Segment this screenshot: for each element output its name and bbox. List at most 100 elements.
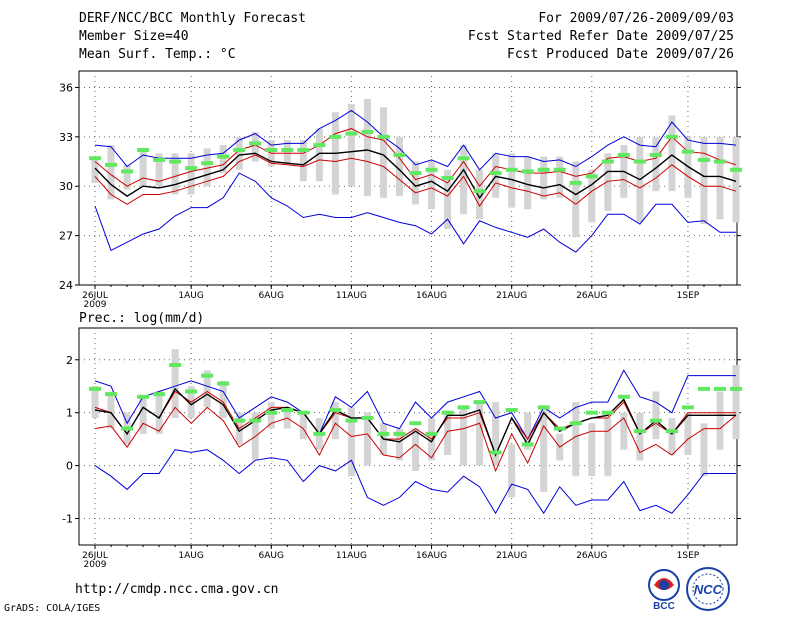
spread-box bbox=[588, 169, 596, 223]
forecast-marker bbox=[265, 148, 278, 153]
forecast-marker bbox=[665, 429, 678, 434]
ensemble-mean-line bbox=[94, 387, 736, 457]
forecast-marker bbox=[473, 400, 486, 405]
x-tick-label: 16AUG bbox=[416, 291, 447, 301]
forecast-marker bbox=[457, 405, 470, 410]
x-tick-label: 11AUG bbox=[336, 291, 367, 301]
spread-box bbox=[139, 396, 147, 434]
forecast-marker bbox=[553, 426, 566, 431]
ensemble-max-line bbox=[94, 109, 737, 171]
ensemble-min-line bbox=[94, 172, 736, 253]
forecast-marker bbox=[313, 431, 326, 436]
forecast-marker bbox=[329, 408, 342, 413]
forecast-marker bbox=[425, 167, 438, 172]
spread-box bbox=[347, 103, 355, 187]
spread-box bbox=[620, 412, 628, 450]
source-url[interactable]: http://cmdp.ncc.cma.gov.cn bbox=[75, 582, 279, 597]
forecast-marker bbox=[537, 167, 550, 172]
spread-box bbox=[684, 412, 692, 456]
forecast-marker bbox=[681, 405, 694, 410]
x-tick-label: 21AUG bbox=[496, 291, 527, 301]
temperature-panel: 24 27 30 33 36 26JUL 1AUG 6AUG 11AUG 16AUG 21AUG 26… bbox=[59, 70, 743, 310]
forecast-started-date: Fcst Started Refer Date 2009/07/25 bbox=[467, 29, 734, 44]
forecast-marker bbox=[441, 176, 454, 180]
forecast-marker bbox=[137, 148, 150, 153]
spread-box bbox=[540, 407, 548, 493]
forecast-marker bbox=[201, 161, 214, 166]
forecast-marker bbox=[169, 363, 182, 368]
spread-box bbox=[652, 391, 660, 440]
forecast-marker bbox=[714, 159, 726, 164]
spread-box bbox=[508, 153, 516, 208]
forecast-marker bbox=[617, 394, 630, 399]
ensemble-mean-line bbox=[94, 149, 737, 200]
spread-box bbox=[492, 153, 500, 198]
spread-box bbox=[428, 161, 436, 210]
forecast-marker bbox=[233, 148, 246, 153]
x-tick-label: 11AUG bbox=[336, 551, 367, 561]
forecast-marker bbox=[153, 157, 166, 162]
chart-title: DERF/NCC/BCC Monthly Forecast bbox=[79, 11, 306, 26]
spread-upper-line bbox=[94, 128, 737, 188]
forecast-marker bbox=[473, 189, 486, 194]
forecast-marker bbox=[633, 429, 646, 434]
spread-box bbox=[652, 136, 660, 192]
forecast-marker bbox=[185, 166, 198, 171]
spread-box bbox=[395, 136, 403, 197]
spread-box bbox=[299, 140, 307, 182]
year-label: 2009 bbox=[84, 300, 107, 310]
forecast-marker bbox=[121, 426, 134, 431]
forecast-marker bbox=[121, 169, 134, 174]
forecast-marker bbox=[377, 134, 390, 139]
forecast-marker bbox=[329, 134, 342, 139]
forecast-marker bbox=[281, 408, 294, 413]
forecast-marker bbox=[361, 129, 374, 134]
x-tick-label: 26JUL bbox=[82, 551, 108, 561]
forecast-marker bbox=[569, 180, 582, 185]
year-label: 2009 bbox=[84, 560, 107, 570]
x-tick-label: 16AUG bbox=[416, 551, 447, 561]
spread-box bbox=[732, 365, 740, 440]
spread-box bbox=[636, 412, 644, 461]
spread-box bbox=[395, 428, 403, 461]
spread-box bbox=[604, 153, 612, 211]
forecast-marker bbox=[105, 392, 118, 397]
spread-box bbox=[572, 161, 580, 238]
spread-box bbox=[123, 164, 131, 190]
forecast-produced-date: Fcst Produced Date 2009/07/26 bbox=[507, 47, 734, 62]
forecast-marker bbox=[441, 410, 454, 415]
spread-box bbox=[700, 136, 708, 225]
forecast-marker bbox=[89, 156, 101, 161]
spread-box bbox=[572, 402, 580, 477]
spread-box bbox=[155, 391, 163, 434]
forecast-marker bbox=[617, 152, 630, 157]
forecast-marker bbox=[281, 148, 294, 153]
forecast-marker bbox=[505, 167, 518, 172]
spread-box bbox=[299, 412, 307, 440]
forecast-marker bbox=[377, 431, 390, 436]
y-tick-label: 30 bbox=[59, 180, 73, 193]
spread-box bbox=[700, 423, 708, 477]
forecast-marker bbox=[730, 386, 743, 391]
x-tick-label: 26AUG bbox=[576, 551, 607, 561]
forecast-marker bbox=[249, 141, 262, 146]
forecast-marker bbox=[649, 418, 662, 423]
spread-box bbox=[716, 391, 724, 450]
ncc-logo-text: NCC bbox=[694, 582, 723, 597]
ensemble-min-line bbox=[94, 449, 736, 515]
forecast-marker bbox=[730, 167, 743, 172]
spread-box bbox=[187, 153, 195, 195]
spread-box bbox=[668, 417, 676, 456]
spread-box bbox=[203, 370, 211, 408]
spread-box bbox=[219, 145, 227, 174]
forecast-marker bbox=[569, 421, 582, 426]
forecast-marker bbox=[137, 394, 150, 399]
x-tick-label: 1SEP bbox=[677, 291, 700, 301]
spread-box bbox=[219, 380, 227, 418]
forecast-marker bbox=[345, 131, 358, 136]
spread-box bbox=[732, 136, 740, 223]
forecast-marker bbox=[649, 152, 662, 157]
variable-label: Mean Surf. Temp.: °C bbox=[79, 47, 236, 62]
spread-box bbox=[716, 136, 724, 220]
